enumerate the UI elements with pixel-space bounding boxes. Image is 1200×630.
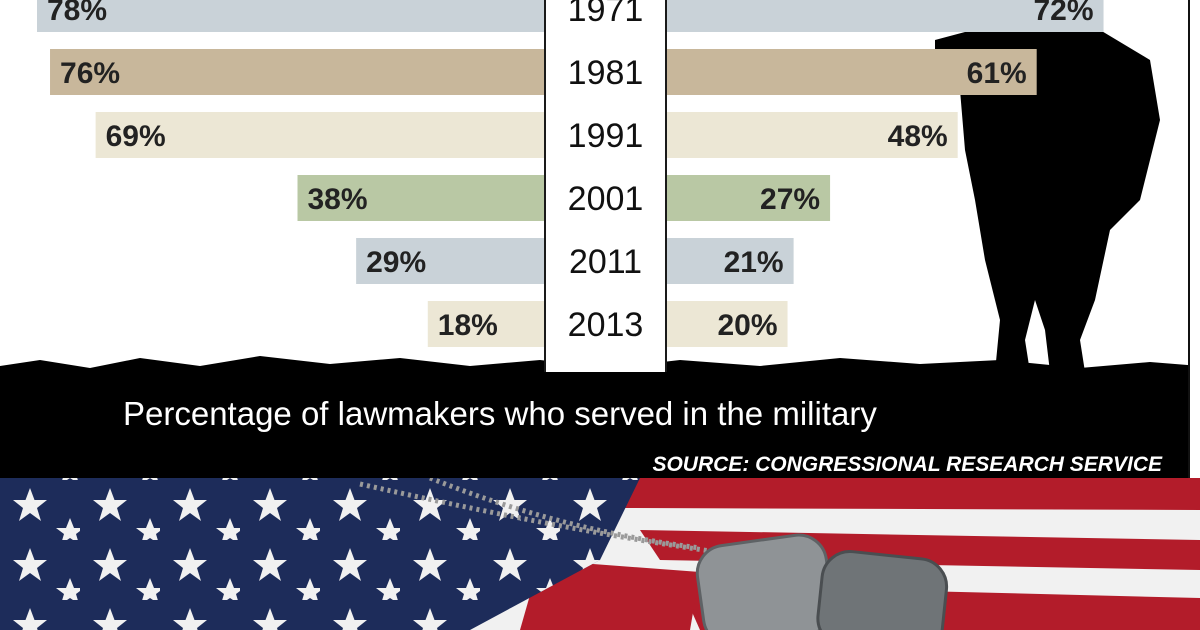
flag-canton <box>0 478 640 630</box>
chart-title: Percentage of lawmakers who served in th… <box>123 395 877 432</box>
flag-photo <box>0 478 1200 630</box>
year-label-2001: 2001 <box>568 180 644 218</box>
label-right-1971: 72% <box>1033 0 1093 27</box>
year-label-2013: 2013 <box>568 306 644 344</box>
bar-right-2001 <box>666 175 831 221</box>
right-frame <box>1188 0 1200 478</box>
bar-left-2011 <box>356 238 545 284</box>
soldier-silhouette-icon <box>935 20 1160 372</box>
year-column <box>545 0 666 372</box>
bar-right-1981 <box>666 49 1037 95</box>
ground-strip <box>0 356 1200 478</box>
bar-right-2013 <box>666 301 788 347</box>
labels-layer: 78% 72% 76% 61% 69% 48% 38% 27% 29% 21% 18% 20% <box>47 0 1094 342</box>
chart-source: SOURCE: CONGRESSIONAL RESEARCH SERVICE <box>652 453 1163 476</box>
bars-layer <box>37 0 1104 347</box>
label-right-2001: 27% <box>760 183 820 216</box>
bar-right-2011 <box>666 238 794 284</box>
year-label-1991: 1991 <box>568 117 644 155</box>
bar-left-1981 <box>50 49 546 95</box>
bar-right-1991 <box>666 112 958 158</box>
dog-tags-icon <box>359 478 949 630</box>
label-right-2011: 21% <box>724 246 784 279</box>
label-right-2013: 20% <box>717 309 777 342</box>
years-layer: 1971 1981 1991 2001 2011 2013 <box>568 0 644 344</box>
bar-left-2013 <box>427 301 545 347</box>
label-right-1981: 61% <box>967 57 1027 90</box>
bar-left-1991 <box>95 112 545 158</box>
bar-right-1971 <box>666 0 1104 32</box>
bar-left-1971 <box>37 0 545 32</box>
year-label-1971: 1971 <box>568 0 644 29</box>
label-left-1981: 76% <box>60 57 120 90</box>
label-left-2001: 38% <box>308 183 368 216</box>
label-left-2011: 29% <box>366 246 426 279</box>
label-right-1991: 48% <box>888 120 948 153</box>
bar-left-2001 <box>297 175 545 221</box>
year-label-2011: 2011 <box>569 243 642 281</box>
label-left-2013: 18% <box>438 309 498 342</box>
label-left-1991: 69% <box>106 120 166 153</box>
label-left-1971: 78% <box>47 0 107 27</box>
year-label-1981: 1981 <box>568 54 644 92</box>
